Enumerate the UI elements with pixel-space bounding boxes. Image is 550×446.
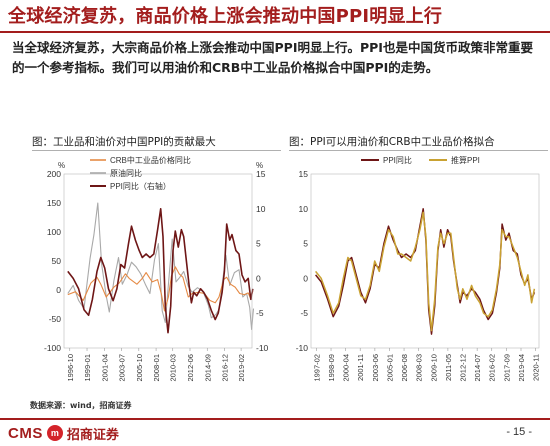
y-axis-tick-label: 15 [299, 169, 309, 179]
plot-frame [63, 173, 253, 349]
right-axis-tick-label: -5 [256, 308, 264, 318]
chart-panel-fit: 图：PPI可以用油价和CRB中工业品价格拟合 15 10 5 0 -5 -10 1997-0… [287, 130, 550, 398]
legend-label-fitted-ppi: 推算PPI [451, 155, 480, 165]
x-axis-tick-label: 2001-11 [356, 354, 365, 381]
title-divider [0, 31, 550, 33]
chart-panel-contribution: 图：工业品和油价对中国PPI的贡献最大 200 150 100 50 0 -50 -100 1… [30, 130, 283, 398]
y-axis-tick-label: -5 [300, 308, 308, 318]
right-axis-tick-label: 5 [256, 239, 261, 249]
ppi-line [67, 208, 254, 334]
chart-legend: PPI同比 推算PPI [361, 155, 480, 165]
chart-title-fit: 图：PPI可以用油价和CRB中工业品价格拟合 [289, 136, 495, 148]
x-axis-tick-label: 2016-02 [488, 354, 497, 382]
y-axis-tick-label: -10 [296, 343, 309, 353]
data-source-note: 数据来源：wind，招商证券 [30, 401, 132, 410]
right-axis-tick-label: 10 [256, 204, 266, 214]
company-logo: CMS m 招商证券 [8, 423, 119, 443]
x-axis-tick-label: 1997-02 [312, 354, 321, 382]
slide-title: 全球经济复苏，商品价格上涨会推动中国PPI明显上行 [8, 6, 443, 27]
x-axis-tick-label: 2014-07 [473, 354, 482, 382]
chart-title-divider [32, 150, 281, 151]
x-axis-tick-label: 2020-11 [532, 354, 541, 381]
chart-legend: CRB中工业品价格同比 原油同比 PPI同比（右轴） [90, 155, 191, 191]
body-paragraph: 当全球经济复苏，大宗商品价格上涨会推动中国PPI明显上行。PPI也是中国货币政策… [12, 40, 533, 75]
x-axis-tick-label: 2011-05 [444, 354, 453, 381]
y-axis-tick-label: 0 [303, 273, 308, 283]
right-axis-tick-label: -10 [256, 343, 269, 353]
x-axis-tick-label: 2008-01 [152, 354, 161, 382]
y-axis-tick-label: 5 [303, 239, 308, 249]
left-axis-tick-label: 150 [47, 198, 61, 208]
chart-title-divider [289, 150, 548, 151]
left-axis-tick-label: 200 [47, 169, 61, 179]
plot-frame [310, 173, 540, 349]
right-axis-tick-label: 15 [256, 169, 266, 179]
x-axis-tick-label: 2003-06 [371, 354, 380, 382]
logo-chinese-name: 招商证券 [66, 427, 119, 443]
logo-wordmark: CMS [8, 424, 43, 442]
left-axis-tick-label: 0 [56, 285, 61, 295]
x-axis-tick-label: 2005-01 [385, 354, 394, 382]
x-axis-tick-label: 2014-09 [203, 354, 212, 382]
page-number: - 15 - [506, 426, 532, 438]
x-axis-tick-label: 2019-04 [517, 354, 526, 382]
right-axis-unit: % [256, 161, 263, 170]
legend-label-ppi: PPI同比 [383, 155, 412, 165]
legend-label-ppi: PPI同比（右轴） [110, 181, 171, 191]
x-axis-tick-label: 2009-10 [429, 354, 438, 382]
x-axis-tick-label: 1996-10 [66, 354, 75, 382]
x-axis-tick-label: 2016-12 [221, 354, 230, 382]
left-axis-unit: % [58, 161, 65, 170]
oil-line [67, 202, 255, 330]
legend-label-crb: CRB中工业品价格同比 [110, 155, 191, 165]
left-axis-tick-label: -50 [49, 314, 62, 324]
x-axis-tick-label: 2019-02 [237, 354, 246, 382]
x-axis-tick-label: 2012-06 [186, 354, 195, 382]
x-axis-tick-label: 1999-01 [83, 354, 92, 382]
x-axis-tick-label: 2005-10 [135, 354, 144, 382]
logo-emblem-icon: m [46, 425, 63, 441]
legend-label-oil: 原油同比 [110, 168, 142, 178]
right-axis-tick-label: 0 [256, 273, 261, 283]
y-axis-tick-label: 10 [299, 204, 309, 214]
left-axis-tick-label: 50 [52, 256, 62, 266]
x-axis-tick-label: 2017-09 [502, 354, 511, 382]
chart-title-contribution: 图：工业品和油价对中国PPI的贡献最大 [32, 136, 216, 148]
footer-divider [0, 418, 550, 420]
left-axis-tick-label: -100 [44, 343, 61, 353]
x-axis-tick-label: 2001-04 [100, 354, 109, 382]
x-axis-tick-label: 2006-08 [400, 354, 409, 382]
x-axis-tick-label: 2008-03 [415, 354, 424, 382]
x-axis-tick-label: 2010-03 [169, 354, 178, 382]
left-axis-tick-label: 100 [47, 227, 61, 237]
x-axis-tick-label: 2000-04 [342, 354, 351, 382]
x-axis-tick-label: 2012-12 [459, 354, 468, 382]
x-axis-tick-label: 1998-09 [327, 354, 336, 382]
x-axis-tick-label: 2003-07 [118, 354, 127, 382]
fitted-ppi-line [315, 211, 536, 332]
